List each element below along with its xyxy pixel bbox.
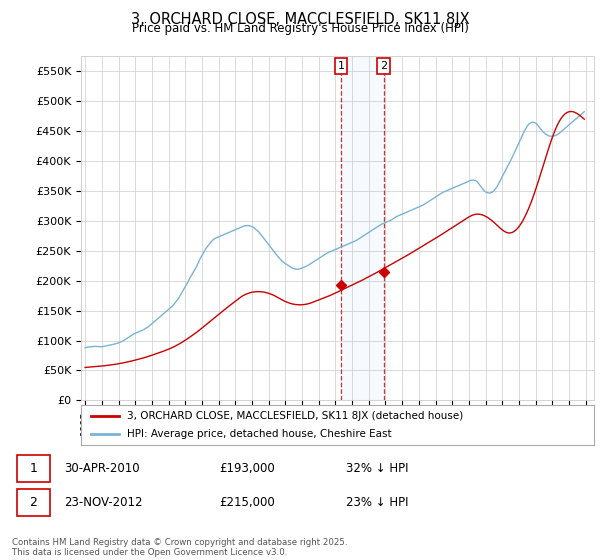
Text: Contains HM Land Registry data © Crown copyright and database right 2025.
This d: Contains HM Land Registry data © Crown c…	[12, 538, 347, 557]
Text: 2: 2	[29, 496, 37, 509]
Text: 3, ORCHARD CLOSE, MACCLESFIELD, SK11 8JX (detached house): 3, ORCHARD CLOSE, MACCLESFIELD, SK11 8JX…	[127, 411, 463, 421]
Text: HPI: Average price, detached house, Cheshire East: HPI: Average price, detached house, Ches…	[127, 430, 392, 439]
FancyBboxPatch shape	[17, 455, 50, 482]
Text: £215,000: £215,000	[220, 496, 275, 509]
Text: £193,000: £193,000	[220, 462, 275, 475]
Text: 32% ↓ HPI: 32% ↓ HPI	[346, 462, 409, 475]
Text: 1: 1	[29, 462, 37, 475]
Text: 2: 2	[380, 61, 388, 71]
Text: 23-NOV-2012: 23-NOV-2012	[64, 496, 142, 509]
Text: 3, ORCHARD CLOSE, MACCLESFIELD, SK11 8JX: 3, ORCHARD CLOSE, MACCLESFIELD, SK11 8JX	[131, 12, 469, 27]
FancyBboxPatch shape	[17, 489, 50, 516]
Text: Price paid vs. HM Land Registry's House Price Index (HPI): Price paid vs. HM Land Registry's House …	[131, 22, 469, 35]
Text: 1: 1	[337, 61, 344, 71]
Bar	[341, 56, 384, 400]
Text: 23% ↓ HPI: 23% ↓ HPI	[346, 496, 409, 509]
Text: 30-APR-2010: 30-APR-2010	[64, 462, 139, 475]
